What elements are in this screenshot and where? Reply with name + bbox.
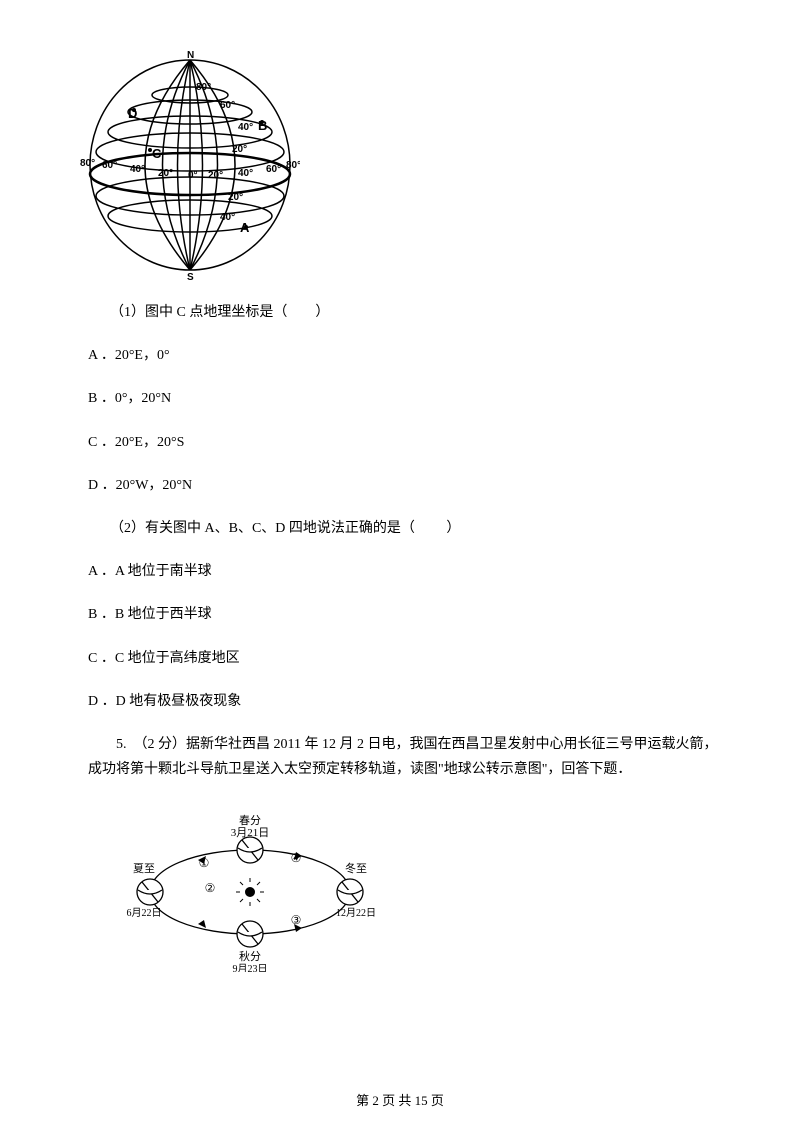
globe-lat-40n: 40° (238, 122, 253, 133)
orbit-winter-date: 12月22日 (336, 907, 376, 919)
page-footer: 第 2 页 共 15 页 (0, 1089, 800, 1112)
orbit-summer-date: 6月22日 (127, 907, 162, 919)
globe-svg: N S 80° 60° 40° 20° 0° 20° 40° 20° 40° 6… (80, 50, 300, 280)
q1-option-d: D ．20°W，20°N (88, 473, 740, 498)
q1-option-c: C ．20°E，20°S (88, 430, 740, 455)
orbit-n2: ② (205, 881, 216, 895)
orbit-spring-date: 3月21日 (231, 827, 270, 839)
globe-lon-20r: 20° (208, 170, 223, 181)
q2-option-b: B ．B 地位于西半球 (88, 602, 740, 627)
globe-label-s: S (187, 272, 194, 280)
globe-figure: N S 80° 60° 40° 20° 0° 20° 40° 20° 40° 6… (80, 50, 740, 280)
orbit-autumn-date: 9月23日 (233, 963, 268, 972)
orbit-n4: ④ (291, 851, 302, 865)
q5-text: 5. （2 分）据新华社西昌 2011 年 12 月 2 日电，我国在西昌卫星发… (88, 732, 720, 782)
q2-prompt: （2）有关图中 A、B、C、D 四地说法正确的是（ ） (110, 516, 740, 541)
globe-lat-80: 80° (196, 82, 211, 93)
globe-lon-40r: 40° (238, 168, 253, 179)
globe-lon-40l: 40° (130, 164, 145, 175)
globe-eq-0l: 0° (188, 170, 198, 181)
orbit-figure: 春分 3月21日 夏至 6月22日 秋分 9月23日 冬至 12月22日 ① ②… (120, 812, 740, 981)
globe-point-d: D (128, 106, 137, 121)
orbit-spring: 春分 (239, 814, 261, 827)
q1-option-b: B ．0°，20°N (88, 386, 740, 411)
q1-option-a: A ．20°E，0° (88, 343, 740, 368)
globe-lon-20l: 20° (158, 168, 173, 179)
orbit-autumn: 秋分 (239, 949, 261, 963)
globe-lon-60r: 60° (266, 164, 281, 175)
globe-lon-60l: 60° (102, 160, 117, 171)
q1-prompt: （1）图中 C 点地理坐标是（ ） (110, 300, 740, 325)
globe-point-c: C (152, 146, 162, 161)
orbit-summer: 夏至 (133, 862, 155, 875)
orbit-svg: 春分 3月21日 夏至 6月22日 秋分 9月23日 冬至 12月22日 ① ②… (120, 812, 380, 972)
q2-option-c: C ．C 地位于高纬度地区 (88, 646, 740, 671)
globe-lat-60: 60° (220, 100, 235, 111)
globe-lon-80r: 80° (286, 160, 300, 171)
globe-lat-20n: 20° (232, 144, 247, 155)
globe-lon-80l: 80° (80, 158, 95, 169)
globe-lat-40s: 40° (220, 212, 235, 223)
q2-option-a: A ．A 地位于南半球 (88, 559, 740, 584)
q2-option-d: D ．D 地有极昼极夜现象 (88, 689, 740, 714)
orbit-winter: 冬至 (345, 861, 367, 875)
orbit-n1: ① (199, 856, 210, 870)
globe-label-n: N (187, 50, 194, 61)
globe-lat-20s: 20° (228, 192, 243, 203)
orbit-n3: ③ (291, 913, 302, 927)
